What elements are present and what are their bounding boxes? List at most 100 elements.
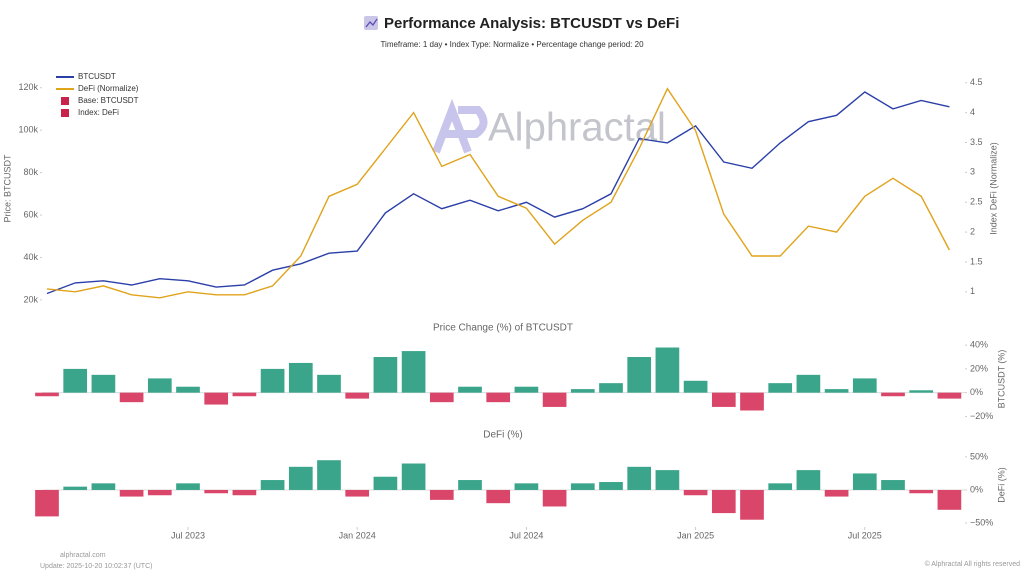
bar bbox=[768, 383, 793, 393]
y-axis-label: DeFi (%) bbox=[996, 467, 1006, 503]
bar bbox=[204, 489, 229, 494]
legend-label: Index: DeFi bbox=[78, 108, 119, 117]
y2-tick-label: 4.5 bbox=[970, 77, 983, 87]
watermark: Alphractal bbox=[488, 106, 666, 150]
y2-tick-label: 1 bbox=[970, 286, 975, 296]
bar bbox=[711, 392, 736, 407]
footer-update: Update: 2025-10-20 10:02:37 (UTC) bbox=[40, 563, 152, 570]
legend-label: DeFi (Normalize) bbox=[78, 84, 139, 93]
bar bbox=[852, 378, 877, 393]
bar bbox=[429, 392, 454, 403]
bar bbox=[35, 392, 59, 397]
footer-site: alphractal.com bbox=[60, 552, 106, 559]
bar bbox=[35, 489, 59, 517]
bar bbox=[570, 389, 595, 393]
y-axis-label: Price: BTCUSDT bbox=[2, 154, 12, 223]
bar bbox=[260, 368, 285, 393]
bar bbox=[683, 489, 708, 496]
bar bbox=[514, 386, 539, 393]
y-tick-label: 0% bbox=[970, 387, 983, 397]
y-tick-label: −50% bbox=[970, 517, 993, 527]
y-tick-label: 100k bbox=[18, 125, 38, 135]
bar bbox=[881, 480, 905, 490]
x-tick-label: Jul 2025 bbox=[848, 530, 882, 540]
bar bbox=[486, 392, 511, 403]
title: Performance Analysis: BTCUSDT vs DeFi bbox=[384, 15, 679, 32]
bar bbox=[147, 489, 172, 496]
series-line bbox=[46, 87, 951, 299]
bar bbox=[63, 368, 88, 393]
bar bbox=[570, 483, 595, 490]
bar bbox=[909, 390, 934, 393]
bar bbox=[373, 476, 398, 490]
y2-tick-label: 2.5 bbox=[970, 197, 983, 207]
bar bbox=[232, 489, 257, 496]
bar bbox=[881, 392, 905, 397]
x-tick-label: Jan 2024 bbox=[339, 530, 376, 540]
footer-copyright: © Alphractal All rights reserved bbox=[925, 560, 1021, 568]
bar bbox=[796, 374, 821, 393]
legend-swatch bbox=[61, 97, 69, 105]
x-tick-label: Jan 2025 bbox=[677, 530, 714, 540]
bar bbox=[768, 483, 793, 490]
bar bbox=[740, 489, 764, 520]
bar bbox=[599, 383, 623, 393]
y-tick-label: 20k bbox=[23, 294, 38, 304]
bar bbox=[345, 489, 370, 497]
bar bbox=[824, 489, 849, 497]
bar bbox=[711, 489, 736, 514]
bar bbox=[401, 463, 426, 490]
y-axis-label: BTCUSDT (%) bbox=[996, 350, 1006, 409]
bar bbox=[542, 489, 567, 507]
bar bbox=[824, 389, 849, 393]
y-tick-label: −20% bbox=[970, 411, 993, 421]
bar bbox=[796, 470, 821, 490]
bar bbox=[176, 483, 200, 490]
bar bbox=[542, 392, 567, 407]
series-line bbox=[46, 91, 950, 295]
y2-tick-label: 4 bbox=[970, 107, 975, 117]
legend-swatch bbox=[61, 109, 69, 117]
y2-tick-label: 3.5 bbox=[970, 137, 983, 147]
y-tick-label: 80k bbox=[23, 167, 38, 177]
bar bbox=[937, 392, 962, 399]
legend-label: Base: BTCUSDT bbox=[78, 96, 139, 105]
x-tick-label: Jul 2023 bbox=[171, 530, 205, 540]
title-icon-line bbox=[365, 18, 378, 28]
watermark-logo bbox=[432, 98, 488, 154]
bar bbox=[655, 470, 680, 490]
bar bbox=[373, 357, 398, 393]
bar bbox=[345, 392, 370, 399]
y2-tick-label: 2 bbox=[970, 226, 975, 236]
bar bbox=[458, 480, 482, 490]
bar bbox=[627, 357, 652, 393]
bar bbox=[937, 489, 962, 510]
bar bbox=[232, 392, 257, 397]
bar bbox=[599, 482, 623, 490]
y-tick-label: 50% bbox=[970, 451, 988, 461]
bar bbox=[401, 351, 426, 393]
bar bbox=[63, 486, 88, 490]
bar bbox=[91, 374, 116, 393]
y-tick-label: 40% bbox=[970, 340, 988, 350]
bar bbox=[176, 386, 200, 393]
bar bbox=[260, 480, 285, 490]
bar bbox=[147, 378, 172, 393]
y-tick-label: 0% bbox=[970, 484, 983, 494]
y2-tick-label: 3 bbox=[970, 167, 975, 177]
bar bbox=[909, 489, 934, 494]
y-tick-label: 120k bbox=[18, 82, 38, 92]
y-tick-label: 60k bbox=[23, 209, 38, 219]
bar bbox=[288, 362, 313, 393]
chart-title: DeFi (%) bbox=[483, 430, 522, 441]
y-tick-label: 20% bbox=[970, 363, 988, 373]
bar bbox=[740, 392, 764, 411]
legend-label: BTCUSDT bbox=[78, 72, 116, 81]
subtitle: Timeframe: 1 day • Index Type: Normalize… bbox=[380, 40, 644, 49]
bar bbox=[288, 466, 313, 490]
y2-tick-label: 1.5 bbox=[970, 256, 983, 266]
y-tick-label: 40k bbox=[23, 252, 38, 262]
bar bbox=[683, 380, 708, 393]
y2-axis-label: Index DeFi (Normalize) bbox=[988, 142, 998, 235]
